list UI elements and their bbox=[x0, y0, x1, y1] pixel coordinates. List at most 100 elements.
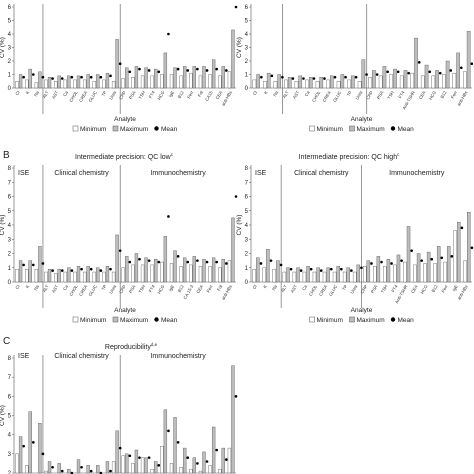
mean-marker bbox=[259, 262, 263, 265]
bar-minimum bbox=[453, 230, 457, 283]
section-label: Immunochemistry bbox=[389, 170, 445, 177]
category-label: Ferr bbox=[205, 284, 214, 294]
mean-marker bbox=[186, 260, 190, 264]
mean-marker bbox=[438, 71, 442, 75]
mean-marker bbox=[279, 263, 283, 267]
panel-letter-c: C bbox=[3, 336, 10, 347]
mean-marker bbox=[186, 456, 190, 459]
bar-minimum bbox=[44, 470, 48, 474]
mean-marker bbox=[60, 77, 64, 80]
mean-marker bbox=[450, 255, 454, 258]
bar-minimum bbox=[399, 75, 404, 89]
bar-minimum bbox=[63, 79, 67, 89]
panel-title-qc-high-text: Intermediate precision: QC high bbox=[299, 154, 398, 161]
legend-swatch-maximum bbox=[112, 316, 119, 323]
bar-maximum bbox=[163, 52, 168, 89]
category-label: ALT bbox=[282, 90, 290, 99]
bar-maximum bbox=[67, 468, 71, 474]
mean-marker bbox=[428, 70, 432, 74]
y-tick-label: 5 bbox=[8, 19, 12, 25]
bar-maximum bbox=[115, 430, 119, 474]
category-label: B12 bbox=[177, 89, 185, 99]
bar-maximum bbox=[18, 74, 23, 89]
category-label: Cl bbox=[252, 284, 258, 290]
category-label: CHOL bbox=[68, 89, 79, 102]
mean-marker bbox=[340, 267, 343, 271]
bar-maximum bbox=[416, 253, 421, 283]
x-axis-label: Analyte bbox=[114, 307, 136, 314]
bar-maximum bbox=[445, 60, 450, 89]
bar-minimum bbox=[15, 81, 19, 89]
bar-minimum bbox=[463, 71, 467, 89]
category-label: IgE bbox=[451, 284, 459, 292]
category-label: PSA bbox=[128, 90, 137, 100]
y-tick-label: 3 bbox=[245, 46, 249, 52]
y-tick-label: 8 bbox=[8, 166, 12, 172]
category-label: HCG bbox=[156, 89, 165, 100]
bar-maximum bbox=[134, 66, 139, 89]
bar-maximum bbox=[144, 67, 148, 89]
legend-label-maximum: Maximum bbox=[357, 317, 385, 324]
mean-marker bbox=[157, 260, 161, 264]
y-tick-label: 4 bbox=[8, 433, 12, 439]
category-label: CRP bbox=[118, 284, 127, 294]
bar-maximum bbox=[457, 221, 461, 283]
bar-minimum bbox=[160, 445, 164, 474]
bar-maximum bbox=[256, 257, 260, 283]
category-label: GLUC bbox=[332, 90, 342, 103]
legend-label-mean: Mean bbox=[398, 126, 415, 133]
bar-minimum bbox=[198, 266, 203, 283]
bar-minimum bbox=[208, 266, 212, 283]
bar-maximum bbox=[173, 417, 177, 474]
bar-maximum bbox=[386, 259, 391, 283]
mean-marker bbox=[138, 257, 141, 261]
mean-marker bbox=[80, 75, 83, 79]
bar-minimum bbox=[15, 268, 19, 283]
y-tick-label: 8 bbox=[8, 356, 12, 362]
bar-maximum bbox=[144, 457, 148, 474]
category-label: K bbox=[25, 90, 31, 95]
category-label: CA15 bbox=[204, 89, 214, 101]
mean-marker bbox=[118, 62, 122, 65]
category-label: IgE bbox=[168, 90, 176, 98]
bar-minimum bbox=[403, 261, 407, 283]
bar-minimum bbox=[198, 75, 203, 89]
mean-marker bbox=[196, 259, 199, 262]
mean-marker bbox=[22, 444, 25, 448]
mean-marker bbox=[205, 69, 209, 72]
mean-marker bbox=[157, 70, 161, 74]
mean-marker bbox=[215, 67, 218, 71]
mean-marker bbox=[51, 77, 54, 80]
bar-maximum bbox=[173, 250, 177, 283]
bar-maximum bbox=[286, 267, 290, 283]
section-label: Clinical chemistry bbox=[54, 170, 109, 177]
legend-swatch-maximum bbox=[112, 125, 119, 132]
bar-maximum bbox=[351, 75, 355, 89]
mean-marker bbox=[22, 75, 25, 79]
bar-minimum bbox=[82, 79, 87, 89]
y-tick-label: 6 bbox=[8, 394, 12, 400]
mean-marker bbox=[89, 75, 93, 79]
y-axis-label: CV (%) bbox=[0, 215, 6, 236]
category-label: HCG bbox=[428, 89, 437, 100]
mean-marker bbox=[370, 262, 373, 265]
mean-marker bbox=[333, 75, 337, 79]
category-label: Ferr bbox=[440, 284, 449, 294]
bar-maximum bbox=[211, 59, 216, 89]
bar-minimum bbox=[373, 266, 377, 283]
category-label: Na bbox=[33, 283, 40, 291]
bar-maximum bbox=[192, 256, 196, 283]
bar-maximum bbox=[316, 267, 320, 283]
bar-maximum bbox=[403, 70, 408, 89]
bar-minimum bbox=[208, 74, 212, 89]
legend-label-maximum: Maximum bbox=[357, 126, 385, 133]
bar-minimum bbox=[169, 74, 174, 89]
mean-marker bbox=[299, 269, 303, 272]
category-label: TSH bbox=[138, 90, 147, 100]
bar-maximum bbox=[173, 67, 177, 89]
mean-marker bbox=[41, 452, 45, 456]
bar-maximum bbox=[266, 249, 270, 283]
mean-marker bbox=[109, 469, 112, 473]
mean-marker bbox=[99, 269, 103, 272]
bar-maximum bbox=[125, 453, 129, 474]
